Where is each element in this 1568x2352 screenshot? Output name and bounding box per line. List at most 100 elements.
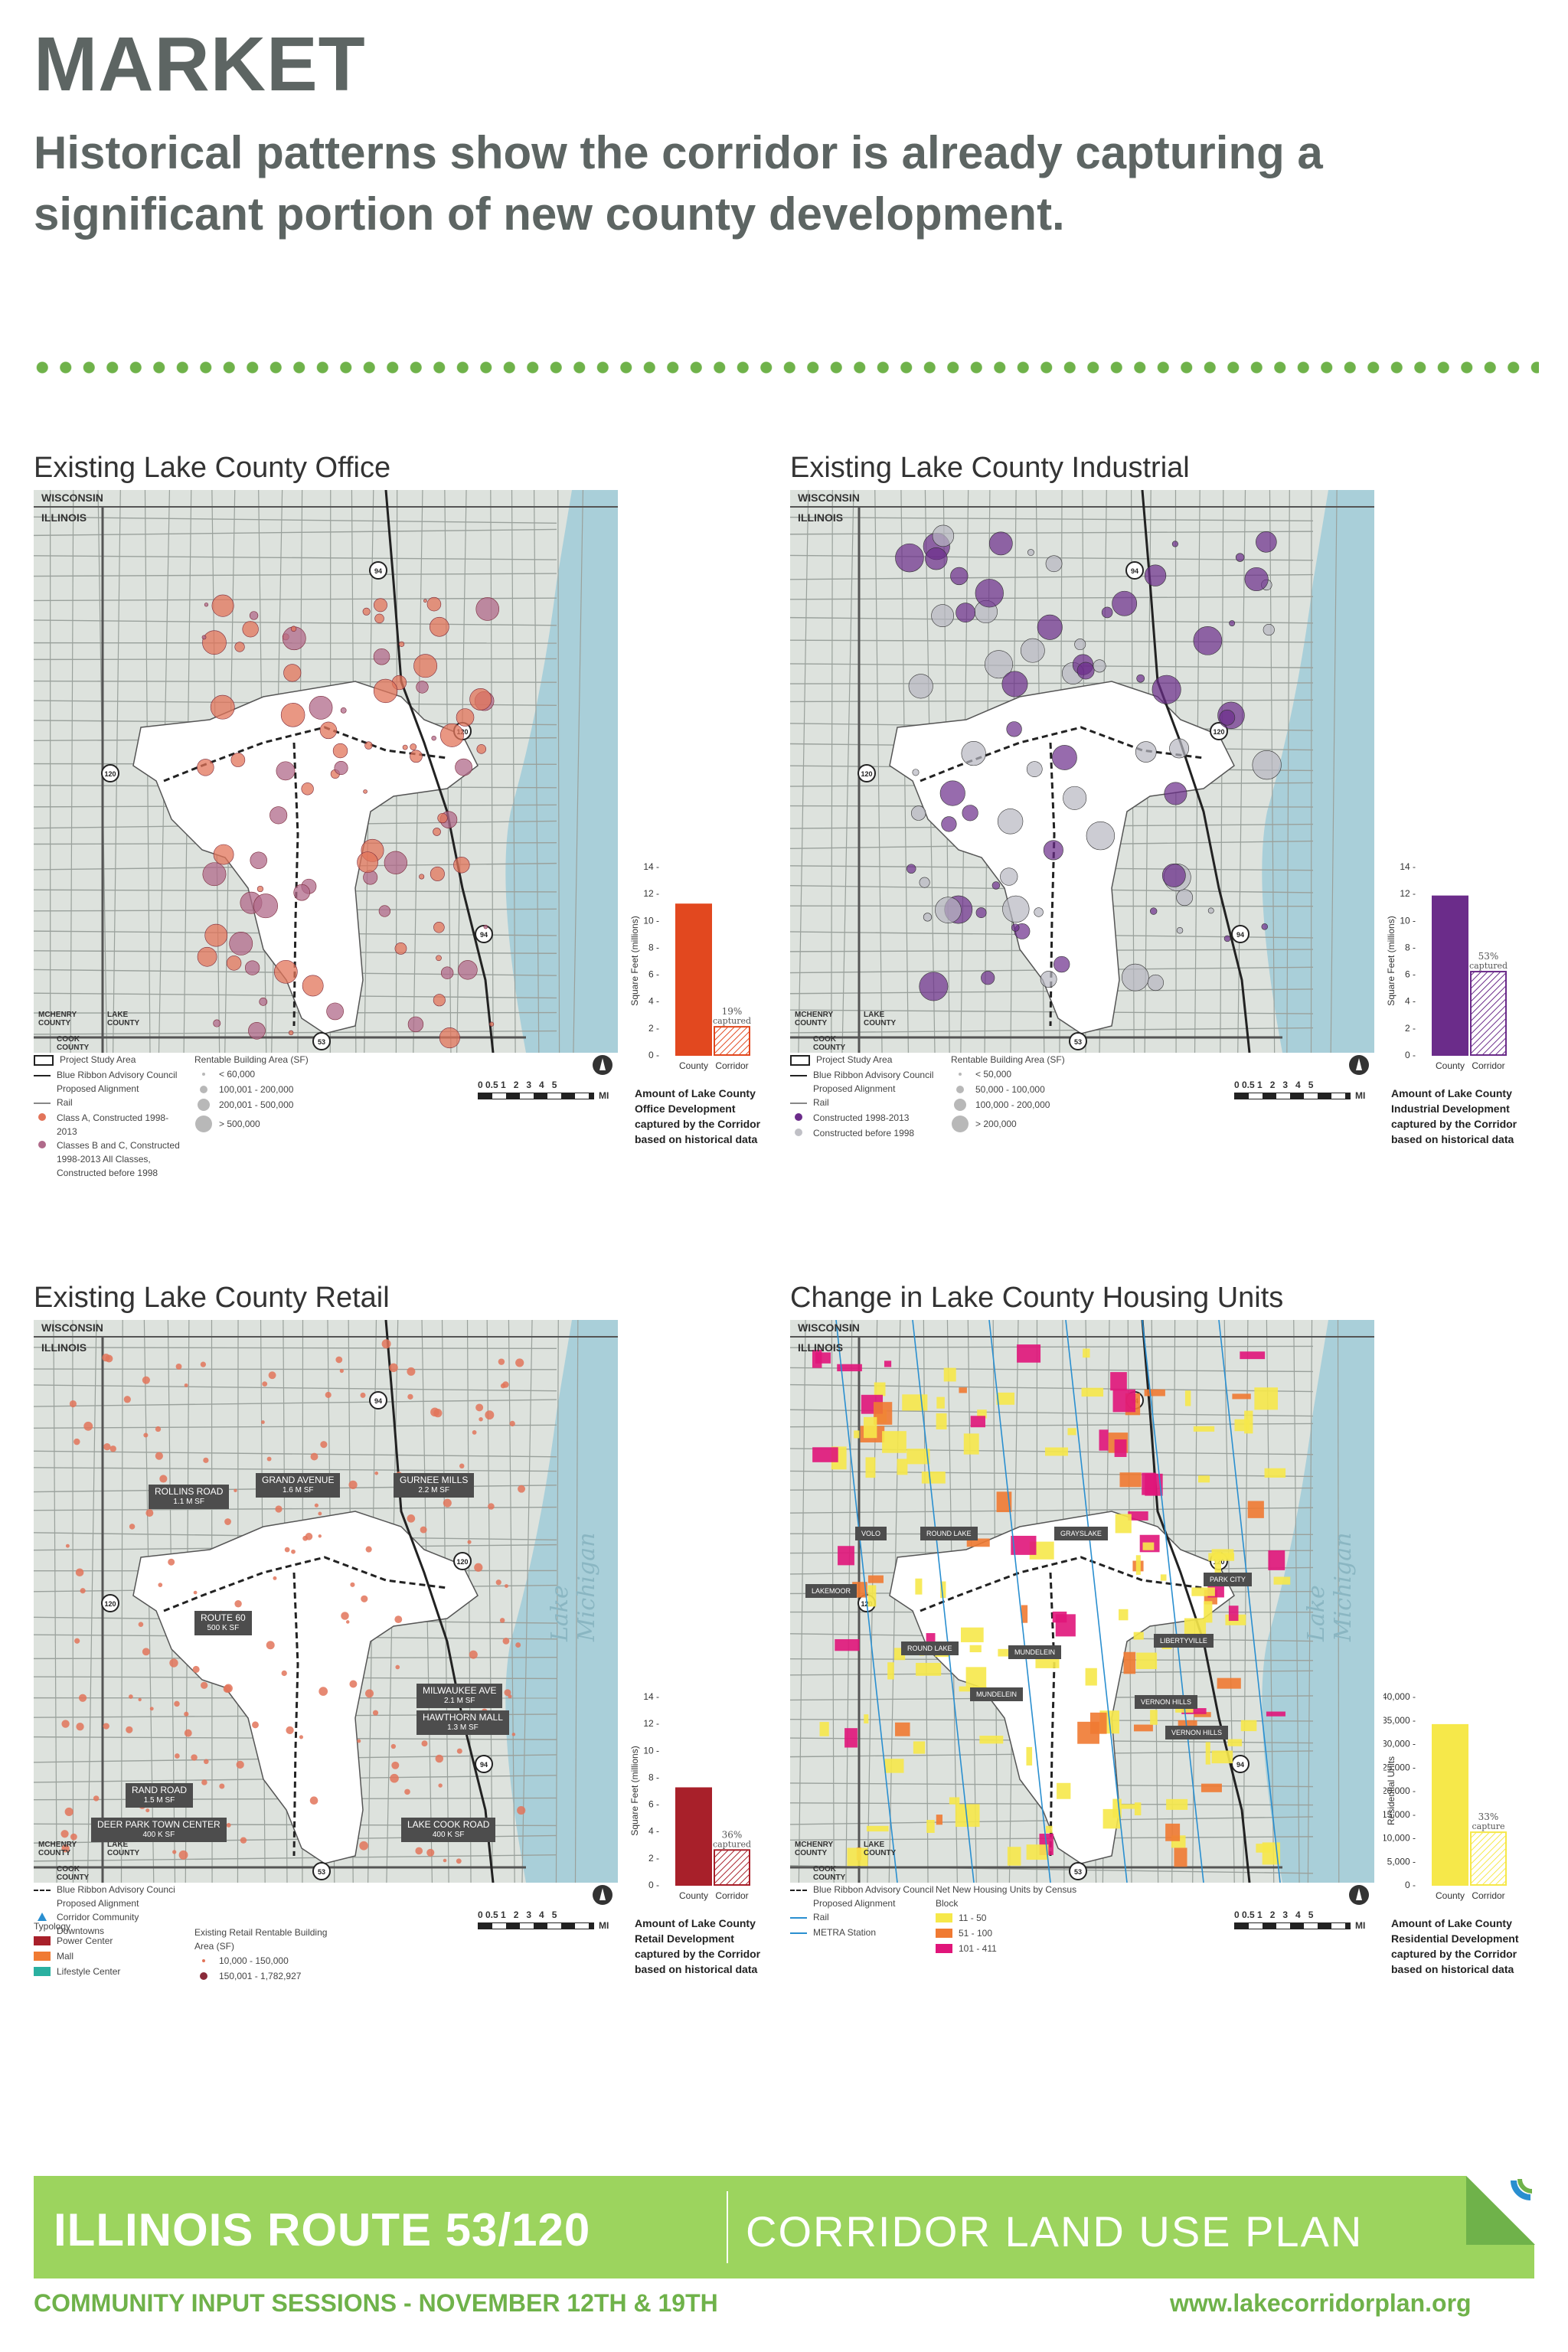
legend-typology-label: Lifestyle Center [57, 1966, 121, 1977]
x-tick-label: Corridor [1472, 1060, 1504, 1071]
y-tick-label: 0 - [648, 1880, 659, 1890]
map-label-lake: LAKE COUNTY [107, 1841, 140, 1857]
legend-size-marker-icon [956, 1086, 964, 1093]
legend-size-label: 50,000 - 100,000 [975, 1084, 1045, 1095]
legend-size-item: 50,000 - 100,000 [951, 1082, 1135, 1097]
bar-corridor [1470, 971, 1507, 1056]
legend-marker-icon [38, 1913, 47, 1921]
map-callout: RAND ROAD 1.5 M SF [126, 1783, 194, 1808]
route-shield-icon: 94 [369, 561, 387, 580]
legend-marker-icon [790, 1075, 807, 1076]
lake-michigan-label: Lake Michigan [547, 1532, 600, 1642]
y-tick-label: 4 - [1405, 996, 1416, 1007]
map-label-illinois: ILLINOIS [41, 1341, 87, 1354]
legend-item: Corridor Community Downtowns [34, 1910, 187, 1938]
legend-item: Class A, Constructed 1998-2013 [34, 1111, 187, 1138]
svg-text:53: 53 [318, 1038, 325, 1046]
chart-caption: Amount of Lake County Industrial Develop… [1391, 1087, 1517, 1145]
svg-text:120: 120 [104, 770, 116, 778]
chart-caption: Amount of Lake County Residential Develo… [1391, 1917, 1519, 1975]
route-shield-icon: 94 [1125, 561, 1144, 580]
capture-bar-chart: Square Feet (millions) 0 - 2 - 4 - 6 - 8 - 10 … [1383, 854, 1537, 1076]
legend-item: Constructed 1998-2013 [790, 1111, 943, 1126]
callout-size: 400 K SF [432, 1831, 465, 1839]
legend-size-label: 11 - 50 [959, 1913, 987, 1923]
svg-text:120: 120 [861, 770, 872, 778]
legend-item-label: Rail [813, 1912, 829, 1922]
y-tick-label: 14 - [1400, 861, 1416, 872]
bar-county [1432, 895, 1468, 1056]
legend-item-label: Constructed 1998-2013 [813, 1112, 910, 1123]
y-tick-label: 12 - [643, 1718, 659, 1729]
map-label-mchenry: MCHENRY COUNTY [38, 1011, 77, 1027]
route-shield-icon: 120 [101, 1594, 119, 1612]
legend-typology-label: Power Center [57, 1936, 113, 1946]
svg-text:53: 53 [318, 1868, 325, 1876]
x-tick-label: County [1436, 1060, 1465, 1071]
map-label-wisconsin: WISCONSIN [798, 492, 860, 504]
callout-name: PARK CITY [1210, 1576, 1246, 1583]
legend-item: Constructed before 1998 [790, 1126, 943, 1142]
legend-items: Blue Ribbon Advisory Council Proposed Al… [790, 1883, 943, 1941]
y-tick-label: 0 - [1405, 1880, 1416, 1890]
x-tick-label: Corridor [715, 1060, 748, 1071]
legend-size-marker-icon [936, 1929, 952, 1938]
legend-marker-icon [790, 1102, 807, 1104]
legend-marker-icon [795, 1113, 802, 1121]
scale-graphic [478, 1092, 594, 1099]
dotted-divider [31, 360, 1539, 375]
callout-name: ROLLINS ROAD [155, 1486, 224, 1497]
legend-marker-icon [795, 1129, 802, 1136]
y-tick-label: 6 - [648, 1799, 659, 1810]
legend-swatch-icon [34, 1936, 51, 1945]
map-label-lake: LAKE COUNTY [864, 1841, 897, 1857]
footer-website-link[interactable]: www.lakecorridorplan.org [1170, 2289, 1472, 2317]
svg-text:94: 94 [1236, 1761, 1244, 1769]
route-shield-icon: 94 [1231, 1755, 1250, 1773]
map-label-wisconsin: WISCONSIN [41, 1321, 103, 1334]
legend-size-marker-icon [195, 1116, 212, 1132]
legend-size-item: 10,000 - 150,000 [194, 1953, 378, 1968]
y-tick-label: 8 - [1405, 942, 1416, 952]
callout-size: 1.3 M SF [447, 1723, 479, 1732]
legend-size-marker-icon [202, 1073, 205, 1076]
legend-size-label: 51 - 100 [959, 1928, 993, 1939]
route-shield-icon: 120 [101, 764, 119, 782]
y-tick-label: 6 - [1405, 969, 1416, 980]
map-label-cook: COOK COUNTY [57, 1865, 90, 1882]
bar-corridor [1470, 1831, 1507, 1886]
scale-unit: MI [599, 1090, 609, 1101]
legend-item: Blue Ribbon Advisory Council Proposed Al… [790, 1068, 943, 1096]
map-label-illinois: ILLINOIS [798, 511, 844, 524]
legend-size-label: > 500,000 [219, 1119, 260, 1129]
y-axis-label: Square Feet (millions) [629, 1746, 640, 1835]
legend-size-item: > 200,000 [951, 1112, 1135, 1135]
route-shield-icon: 94 [1231, 925, 1250, 943]
capture-annotation: 19% [722, 1006, 743, 1017]
y-tick-label: 10,000 - [1383, 1833, 1416, 1844]
legend-item-label: Constructed before 1998 [813, 1128, 915, 1138]
map-callout: MUNDELEIN [1008, 1645, 1062, 1659]
y-tick-label: 40,000 - [1383, 1691, 1416, 1702]
y-tick-label: 10 - [643, 915, 659, 926]
legend-size-item: 100,000 - 200,000 [951, 1097, 1135, 1112]
map-label-lake: LAKE COUNTY [107, 1011, 140, 1027]
map-panel: 94 120 120 94 53 WISCONSIN ILLINOIS MCHENRY COU… [34, 1320, 618, 1883]
bar-corridor [714, 1849, 750, 1886]
legend-size-label: 150,001 - 1,782,927 [219, 1971, 302, 1981]
legend-sizes: Rentable Building Area (SF) < 50,000 50,00… [951, 1053, 1135, 1135]
scale-bar: 0 0.5 1 2 3 4 5 MI [478, 1080, 623, 1101]
svg-text:94: 94 [1236, 931, 1244, 939]
scale-ticks: 0 0.5 1 2 3 4 5 [478, 1080, 557, 1090]
map-callout: GURNEE MILLS 2.2 M SF [394, 1473, 475, 1498]
legend-size-label: < 60,000 [219, 1069, 256, 1080]
legend-swatch-icon [34, 1952, 51, 1961]
callout-name: VERNON HILLS [1141, 1698, 1192, 1706]
map-callout: DEER PARK TOWN CENTER 400 K SF [91, 1818, 227, 1842]
panel-title: Existing Lake County Office [34, 452, 391, 484]
legend-sizes: Rentable Building Area (SF) < 60,000 100,0… [194, 1053, 378, 1135]
map-callout: ROUTE 60 500 K SF [194, 1611, 252, 1635]
capture-annotation: captured [713, 1839, 751, 1849]
map-label-wisconsin: WISCONSIN [798, 1321, 860, 1334]
legend-sizes: Existing Retail Rentable Building Area (… [194, 1926, 378, 1984]
